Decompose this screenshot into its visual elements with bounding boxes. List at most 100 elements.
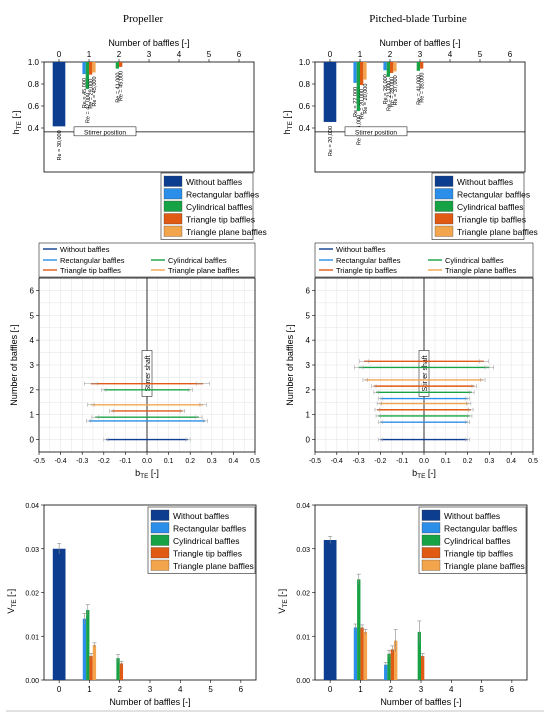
x-tick-label: -0.2 bbox=[374, 458, 386, 465]
chart-v-propeller: 0 1 2 3 4 5 6 Number of baffles [-] 0.00 0.01 0.02… bbox=[6, 503, 257, 707]
y-tick-label: 4 bbox=[306, 336, 311, 345]
stirrer-shaft-label: Stirrer shaft bbox=[422, 355, 429, 391]
y-axis-label: hTE [-] bbox=[282, 111, 294, 135]
y-tick-label: 2 bbox=[306, 386, 311, 395]
legend-swatch bbox=[434, 225, 454, 237]
y-tick-label: 0.00 bbox=[296, 678, 310, 685]
legend-swatch bbox=[421, 509, 441, 521]
y-tick-label: 1.0 bbox=[28, 58, 40, 67]
legend-entry: Rectangular baffles bbox=[173, 524, 246, 534]
bar bbox=[363, 62, 367, 80]
legend-entry: Triangle tip baffles bbox=[336, 266, 397, 275]
x-tick-label: 4 bbox=[448, 50, 453, 59]
bar bbox=[357, 579, 361, 680]
y-tick-label: 6 bbox=[306, 286, 311, 295]
bar bbox=[387, 653, 391, 680]
bar bbox=[86, 610, 90, 680]
bar bbox=[421, 655, 425, 680]
x-tick-label: 1 bbox=[87, 685, 92, 694]
bar-label: Re = 35,000 bbox=[420, 73, 426, 103]
x-tick-label: 5 bbox=[208, 685, 213, 694]
x-tick-label: 2 bbox=[117, 685, 122, 694]
legend-entry: Triangle tip baffles bbox=[60, 266, 121, 275]
legend-swatch bbox=[434, 188, 454, 200]
x-tick-label: 0.5 bbox=[528, 458, 538, 465]
legend-entry: Cylindrical baffles bbox=[168, 256, 227, 265]
legend-entry: Cylindrical baffles bbox=[445, 256, 504, 265]
y-tick-label: 5 bbox=[30, 311, 35, 320]
bar-label: Re = 45,000 bbox=[82, 78, 88, 108]
bar bbox=[92, 62, 96, 73]
y-tick-label: 3 bbox=[306, 361, 311, 370]
bar-label: Re = 45,000 bbox=[92, 76, 98, 106]
x-tick-label: 6 bbox=[510, 685, 515, 694]
legend-entry: Without baffles bbox=[336, 245, 386, 254]
legend-entry: Without baffles bbox=[60, 245, 110, 254]
stirrer-shaft-box bbox=[418, 350, 430, 397]
x-tick-label: 4 bbox=[177, 50, 182, 59]
bar bbox=[323, 540, 337, 680]
bar-label: Re = 37,000 bbox=[393, 75, 399, 105]
x-tick-label: 0.3 bbox=[207, 458, 217, 465]
y-tick-label: 6 bbox=[30, 286, 35, 295]
chart-v-pbt: 0 1 2 3 4 5 6 Number of baffles [-] 0.00 0.01 0.02… bbox=[277, 503, 528, 707]
y-axis-label: hTE [-] bbox=[11, 111, 23, 135]
x-tick-label: -0.4 bbox=[55, 458, 67, 465]
bar bbox=[363, 631, 368, 680]
legend-entry: Without baffles bbox=[186, 177, 242, 187]
bar bbox=[52, 548, 66, 680]
bar bbox=[119, 663, 124, 680]
bar bbox=[116, 658, 120, 680]
y-tick-label: 0.03 bbox=[296, 547, 310, 554]
x-axis-label: Number of baffles [-] bbox=[109, 697, 190, 707]
bar-label: Re = 22,000 bbox=[353, 87, 359, 117]
bar bbox=[353, 62, 357, 83]
legend: Without baffles Rectangular baffles Cylind… bbox=[431, 172, 538, 240]
x-tick-label: -0.3 bbox=[353, 458, 365, 465]
x-tick-label: -0.1 bbox=[119, 458, 131, 465]
legend-swatch bbox=[434, 200, 454, 212]
bar-label: Re = 45,000 bbox=[119, 71, 125, 101]
bar bbox=[323, 62, 337, 122]
x-tick-label: 0.1 bbox=[441, 458, 451, 465]
legend-entry: Rectangular baffles bbox=[457, 190, 530, 200]
legend-swatch bbox=[163, 175, 183, 187]
y-tick-label: 0.01 bbox=[25, 634, 39, 641]
y-tick-label: 0.04 bbox=[296, 503, 310, 510]
x-tick-label: 0.5 bbox=[250, 458, 260, 465]
x-tick-label: 3 bbox=[148, 685, 153, 694]
x-tick-label: 6 bbox=[239, 685, 244, 694]
stirrer-shaft-box bbox=[141, 350, 153, 397]
y-tick-label: 3 bbox=[30, 361, 35, 370]
x-tick-label: 2 bbox=[117, 50, 122, 59]
bar bbox=[417, 631, 421, 680]
x-tick-label: 0.4 bbox=[506, 458, 516, 465]
legend-entry: Rectangular baffles bbox=[336, 256, 401, 265]
y-tick-label: 0.4 bbox=[299, 124, 311, 133]
x-tick-label: 0.0 bbox=[419, 458, 429, 465]
x-tick-label: 0 bbox=[328, 50, 333, 59]
bar bbox=[390, 649, 395, 680]
x-tick-label: 0.1 bbox=[164, 458, 174, 465]
legend-entry: Rectangular baffles bbox=[60, 256, 125, 265]
x-tick-label: 0 bbox=[57, 50, 62, 59]
legend-entry: Triangle plane baffles bbox=[168, 266, 240, 275]
y-axis-label: VTE [-] bbox=[277, 589, 289, 614]
x-tick-label: 3 bbox=[147, 50, 152, 59]
x-axis-label: Number of baffles [-] bbox=[379, 38, 460, 48]
y-tick-label: 0 bbox=[30, 436, 35, 445]
y-tick-label: 0.00 bbox=[25, 678, 39, 685]
y-tick-label: 2 bbox=[30, 386, 35, 395]
legend-entry: Cylindrical baffles bbox=[444, 536, 510, 546]
legend-swatch bbox=[421, 534, 441, 546]
legend-swatch bbox=[421, 547, 441, 559]
legend-entry: Cylindrical baffles bbox=[186, 202, 252, 212]
x-tick-label: -0.1 bbox=[396, 458, 408, 465]
bar-label: Re = 20,000 bbox=[360, 89, 366, 119]
bar-label: Re = 20,000 bbox=[328, 126, 334, 156]
y-tick-label: 4 bbox=[30, 336, 35, 345]
bar bbox=[420, 62, 424, 69]
x-tick-label: 1 bbox=[358, 685, 363, 694]
legend-frame bbox=[38, 242, 256, 278]
legend-entry: Triangle plane baffles bbox=[457, 227, 538, 237]
